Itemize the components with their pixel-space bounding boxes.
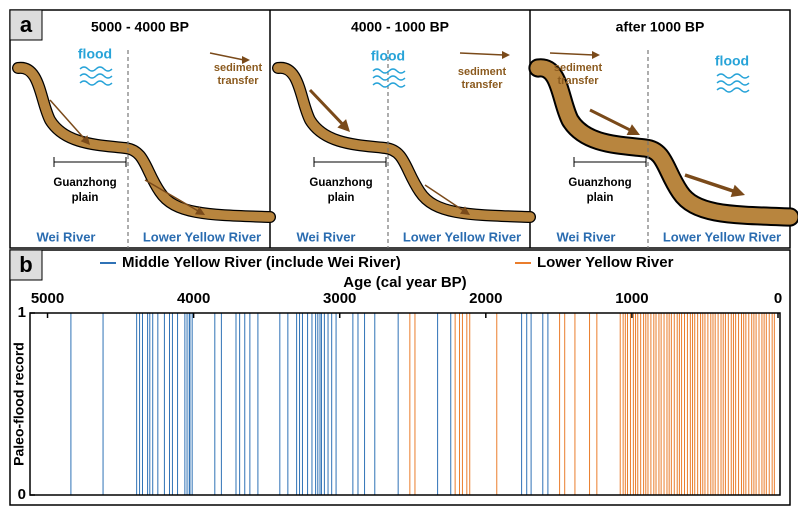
sediment-label: transfer <box>462 79 504 91</box>
sediment-label: transfer <box>218 75 260 87</box>
arrow-head <box>730 184 745 198</box>
plain-label: plain <box>328 192 355 204</box>
river-label: Wei River <box>36 229 95 244</box>
flood-label: flood <box>78 46 112 62</box>
river-label: Lower Yellow River <box>663 229 781 244</box>
plain-label: Guanzhong <box>309 177 372 189</box>
flood-wave <box>716 87 750 93</box>
sediment-arrow <box>684 173 736 194</box>
flood-wave <box>716 80 750 86</box>
flood-label: flood <box>371 48 405 64</box>
x-tick-label: 2000 <box>469 290 502 307</box>
sediment-arrow <box>589 108 633 133</box>
legend-label: Middle Yellow River (include Wei River) <box>122 254 401 271</box>
panel-label: b <box>19 252 32 277</box>
x-axis-title: Age (cal year BP) <box>343 274 466 291</box>
arrow-head <box>626 124 640 135</box>
flood-wave <box>79 80 113 86</box>
x-tick-label: 5000 <box>31 290 64 307</box>
flood-label: flood <box>715 53 749 69</box>
arrow-head <box>337 119 350 132</box>
x-tick-label: 3000 <box>323 290 356 307</box>
panel-title: after 1000 BP <box>616 19 705 35</box>
sediment-label: sediment <box>458 66 507 78</box>
legend-arrow <box>549 52 595 56</box>
river-label: Lower Yellow River <box>403 229 521 244</box>
x-tick-label: 0 <box>774 290 782 307</box>
arrow-head <box>80 135 90 145</box>
plain-label: plain <box>587 192 614 204</box>
flood-wave <box>79 66 113 72</box>
label-box <box>9 9 43 41</box>
label-box <box>9 249 43 281</box>
flood-wave <box>372 75 406 81</box>
arrow-head <box>592 51 600 59</box>
flood-wave <box>79 73 113 79</box>
x-tick-label: 1000 <box>615 290 648 307</box>
arrow-head <box>460 206 470 215</box>
x-tick-label: 4000 <box>177 290 210 307</box>
arrow-head <box>242 56 250 64</box>
plain-label: plain <box>72 192 99 204</box>
sediment-label: sediment <box>214 62 263 74</box>
river-channel <box>13 63 275 222</box>
river-label: Wei River <box>556 229 615 244</box>
arrow-head <box>194 206 205 215</box>
legend-arrow <box>459 52 505 56</box>
plain-label: Guanzhong <box>568 177 631 189</box>
y-tick-label: 0 <box>18 486 26 503</box>
sediment-arrow <box>308 88 345 127</box>
flood-wave <box>372 68 406 74</box>
sediment-label: transfer <box>558 75 600 87</box>
plot-frame <box>29 312 781 496</box>
panel-b-frame <box>9 249 791 506</box>
river-outline <box>528 58 798 227</box>
arrow-head <box>502 51 510 59</box>
river-outline <box>12 61 276 223</box>
river-label: Wei River <box>296 229 355 244</box>
legend-arrow <box>209 52 245 61</box>
panel-title: 5000 - 4000 BP <box>91 19 189 35</box>
river-label: Lower Yellow River <box>143 229 261 244</box>
flood-wave <box>372 82 406 88</box>
flood-wave <box>716 73 750 79</box>
panel-title: 4000 - 1000 BP <box>351 19 449 35</box>
panel-a-frame <box>9 9 791 249</box>
panel-label: a <box>20 12 33 37</box>
y-axis-title: Paleo-flood record <box>11 342 27 466</box>
sediment-label: sediment <box>554 62 603 74</box>
y-tick-label: 1 <box>18 304 26 321</box>
legend-label: Lower Yellow River <box>537 254 674 271</box>
sediment-arrow <box>424 184 465 212</box>
river-channel <box>530 60 798 225</box>
river-channel <box>273 63 535 222</box>
plain-label: Guanzhong <box>53 177 116 189</box>
sediment-arrow <box>49 99 86 141</box>
sediment-arrow <box>144 179 200 213</box>
